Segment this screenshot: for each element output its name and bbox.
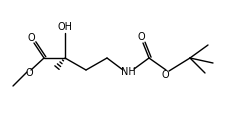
Text: O: O: [27, 33, 35, 43]
Text: OH: OH: [58, 22, 72, 32]
Text: O: O: [26, 68, 34, 78]
Text: NH: NH: [120, 67, 136, 77]
Text: O: O: [137, 32, 145, 42]
Text: O: O: [161, 70, 169, 80]
